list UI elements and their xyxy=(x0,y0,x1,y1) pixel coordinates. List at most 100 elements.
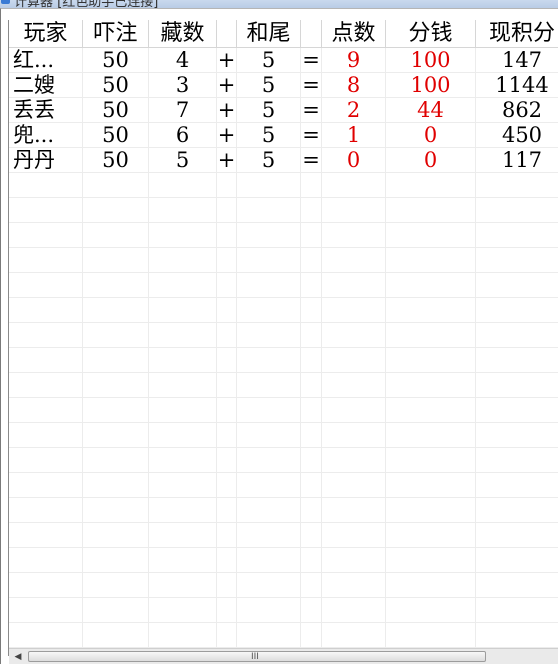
empty-cell[interactable] xyxy=(83,173,149,198)
empty-cell[interactable] xyxy=(301,423,322,448)
score-cell[interactable]: 1144 xyxy=(476,73,558,98)
empty-cell[interactable] xyxy=(386,248,476,273)
empty-cell[interactable] xyxy=(9,423,83,448)
equals-cell[interactable]: = xyxy=(301,98,322,123)
empty-cell[interactable] xyxy=(9,348,83,373)
empty-cell[interactable] xyxy=(83,398,149,423)
points-cell[interactable]: 9 xyxy=(322,48,386,73)
payout-cell[interactable]: 0 xyxy=(386,123,476,148)
empty-cell[interactable] xyxy=(83,298,149,323)
empty-cell[interactable] xyxy=(476,198,558,223)
empty-row[interactable] xyxy=(9,373,558,398)
empty-cell[interactable] xyxy=(237,498,301,523)
score-cell[interactable]: 117 xyxy=(476,148,558,173)
equals-cell[interactable]: = xyxy=(301,123,322,148)
empty-cell[interactable] xyxy=(301,598,322,623)
empty-cell[interactable] xyxy=(237,298,301,323)
empty-row[interactable] xyxy=(9,473,558,498)
empty-cell[interactable] xyxy=(301,323,322,348)
empty-cell[interactable] xyxy=(301,373,322,398)
points-cell[interactable]: 1 xyxy=(322,123,386,148)
table-row[interactable]: 红... 50 4 +5 = 9 100 147 xyxy=(9,48,558,73)
empty-row[interactable] xyxy=(9,198,558,223)
empty-cell[interactable] xyxy=(9,523,83,548)
equals-cell[interactable]: = xyxy=(301,148,322,173)
empty-cell[interactable] xyxy=(9,498,83,523)
empty-cell[interactable] xyxy=(386,548,476,573)
empty-cell[interactable] xyxy=(217,298,237,323)
empty-cell[interactable] xyxy=(322,573,386,598)
empty-cell[interactable] xyxy=(83,423,149,448)
horizontal-scrollbar[interactable]: ◀ III xyxy=(9,648,558,664)
empty-cell[interactable] xyxy=(149,348,217,373)
empty-cell[interactable] xyxy=(9,548,83,573)
empty-cell[interactable] xyxy=(322,273,386,298)
empty-cell[interactable] xyxy=(9,398,83,423)
empty-cell[interactable] xyxy=(322,198,386,223)
empty-row[interactable] xyxy=(9,323,558,348)
empty-cell[interactable] xyxy=(237,548,301,573)
empty-cell[interactable] xyxy=(217,198,237,223)
points-cell[interactable]: 2 xyxy=(322,98,386,123)
empty-cell[interactable] xyxy=(237,398,301,423)
empty-cell[interactable] xyxy=(322,423,386,448)
bet-cell[interactable]: 50 xyxy=(83,123,149,148)
empty-cell[interactable] xyxy=(83,348,149,373)
empty-cell[interactable] xyxy=(217,523,237,548)
empty-cell[interactable] xyxy=(9,198,83,223)
empty-cell[interactable] xyxy=(149,298,217,323)
bet-cell[interactable]: 50 xyxy=(83,48,149,73)
empty-row[interactable] xyxy=(9,348,558,373)
column-header-score[interactable]: 现积分 xyxy=(476,20,558,48)
empty-cell[interactable] xyxy=(9,248,83,273)
empty-cell[interactable] xyxy=(83,498,149,523)
empty-cell[interactable] xyxy=(149,398,217,423)
column-header-points[interactable]: 点数 xyxy=(322,20,386,48)
empty-cell[interactable] xyxy=(322,598,386,623)
payout-cell[interactable]: 0 xyxy=(386,148,476,173)
empty-cell[interactable] xyxy=(386,448,476,473)
score-cell[interactable]: 862 xyxy=(476,98,558,123)
hidden-cell[interactable]: 7 xyxy=(149,98,217,123)
empty-cell[interactable] xyxy=(476,423,558,448)
empty-cell[interactable] xyxy=(476,598,558,623)
empty-cell[interactable] xyxy=(322,473,386,498)
empty-cell[interactable] xyxy=(322,498,386,523)
empty-row[interactable] xyxy=(9,298,558,323)
empty-cell[interactable] xyxy=(322,223,386,248)
empty-cell[interactable] xyxy=(476,623,558,648)
operator-cell[interactable]: + xyxy=(217,148,237,173)
empty-cell[interactable] xyxy=(83,623,149,648)
empty-cell[interactable] xyxy=(149,173,217,198)
scrollbar-thumb[interactable]: III xyxy=(28,651,486,662)
operator-cell[interactable]: + xyxy=(217,98,237,123)
empty-cell[interactable] xyxy=(83,323,149,348)
column-header-bet[interactable]: 吓注 xyxy=(83,20,149,48)
empty-cell[interactable] xyxy=(476,373,558,398)
operator-cell[interactable]: + xyxy=(217,123,237,148)
empty-cell[interactable] xyxy=(322,398,386,423)
empty-cell[interactable] xyxy=(301,573,322,598)
empty-cell[interactable] xyxy=(386,323,476,348)
equals-cell[interactable]: = xyxy=(301,73,322,98)
empty-cell[interactable] xyxy=(386,198,476,223)
empty-row[interactable] xyxy=(9,548,558,573)
empty-cell[interactable] xyxy=(476,248,558,273)
table-row[interactable]: 丢丢 50 7 +5 = 2 44 862 xyxy=(9,98,558,123)
column-header-operator[interactable] xyxy=(217,20,237,48)
scroll-left-arrow-icon[interactable]: ◀ xyxy=(14,652,22,662)
empty-cell[interactable] xyxy=(149,198,217,223)
empty-cell[interactable] xyxy=(301,223,322,248)
table-row[interactable]: 丹丹 50 5 +5 = 0 0 117 xyxy=(9,148,558,173)
column-header-tail[interactable]: 和尾 xyxy=(237,20,301,48)
empty-cell[interactable] xyxy=(322,323,386,348)
empty-cell[interactable] xyxy=(149,548,217,573)
empty-cell[interactable] xyxy=(386,598,476,623)
empty-cell[interactable] xyxy=(9,173,83,198)
empty-cell[interactable] xyxy=(476,298,558,323)
empty-cell[interactable] xyxy=(476,398,558,423)
empty-cell[interactable] xyxy=(149,248,217,273)
empty-cell[interactable] xyxy=(83,548,149,573)
empty-cell[interactable] xyxy=(9,373,83,398)
tail-cell[interactable]: 5 xyxy=(237,123,301,148)
